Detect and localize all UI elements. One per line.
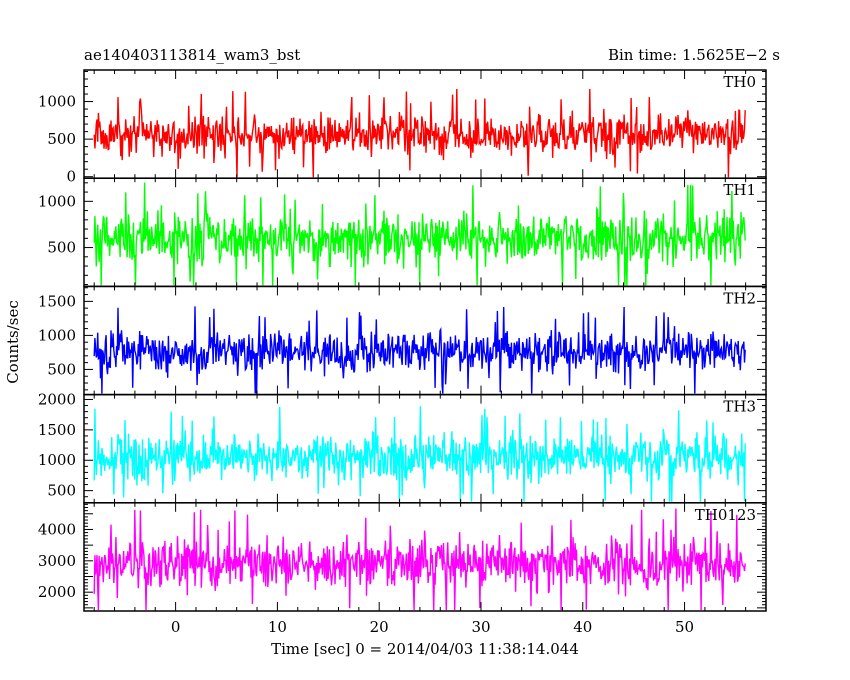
y-tick-label: 1000 xyxy=(38,451,76,469)
panel-label: TH3 xyxy=(723,398,756,416)
x-axis: 0 10 20 30 40 50 xyxy=(171,618,694,636)
x-tick-label: 50 xyxy=(675,618,694,636)
series-line-th0 xyxy=(93,88,746,178)
chart-title-left: ae140403113814_wam3_bst xyxy=(84,46,300,64)
y-axis-label: Counts/sec xyxy=(4,300,22,384)
x-tick-label: 30 xyxy=(471,618,490,636)
series-line-th3 xyxy=(93,406,746,502)
y-tick-label: 1500 xyxy=(38,421,76,439)
chart-title-right: Bin time: 1.5625E−2 s xyxy=(608,46,780,64)
series-line-th0123 xyxy=(93,508,746,611)
y-tick-label: 0 xyxy=(66,168,76,186)
y-tick-label: 500 xyxy=(47,360,76,378)
panel-label: TH0 xyxy=(723,73,756,91)
y-tick-label: 4000 xyxy=(38,520,76,538)
panel-label: TH2 xyxy=(723,289,756,307)
x-tick-label: 40 xyxy=(573,618,592,636)
y-tick-label: 1500 xyxy=(38,292,76,310)
panel-frame xyxy=(83,502,767,612)
x-axis-label: Time [sec] 0 = 2014/04/03 11:38:14.044 xyxy=(271,640,579,658)
panel-label: TH1 xyxy=(723,181,756,199)
y-tick-label: 500 xyxy=(47,482,76,500)
panel-th3: 500 1000 1500 2000 TH3 xyxy=(38,390,767,504)
series-line-th2 xyxy=(93,306,746,394)
y-tick-label: 3000 xyxy=(38,552,76,570)
y-tick-label: 1000 xyxy=(38,93,76,111)
y-tick-label: 1000 xyxy=(38,192,76,210)
x-tick-label: 20 xyxy=(370,618,389,636)
panel-th0: 0 500 1000 TH0 xyxy=(38,69,767,186)
y-tick-label: 500 xyxy=(47,239,76,257)
y-tick-label: 500 xyxy=(47,130,76,148)
series-line-th1 xyxy=(93,182,746,286)
y-tick-label: 2000 xyxy=(38,390,76,408)
panels-layer: 0 500 1000 TH0 500 1000 TH1 500 1000 1500 TH2 500 10… xyxy=(38,69,767,612)
panel-label: TH0123 xyxy=(695,506,756,524)
panel-th0123: 2000 3000 4000 TH0123 xyxy=(38,502,767,612)
y-tick-label: 2000 xyxy=(38,583,76,601)
panel-th2: 500 1000 1500 TH2 xyxy=(38,285,767,396)
panel-th1: 500 1000 TH1 xyxy=(38,177,767,288)
x-tick-label: 10 xyxy=(268,618,287,636)
y-tick-label: 1000 xyxy=(38,326,76,344)
x-tick-label: 0 xyxy=(171,618,181,636)
